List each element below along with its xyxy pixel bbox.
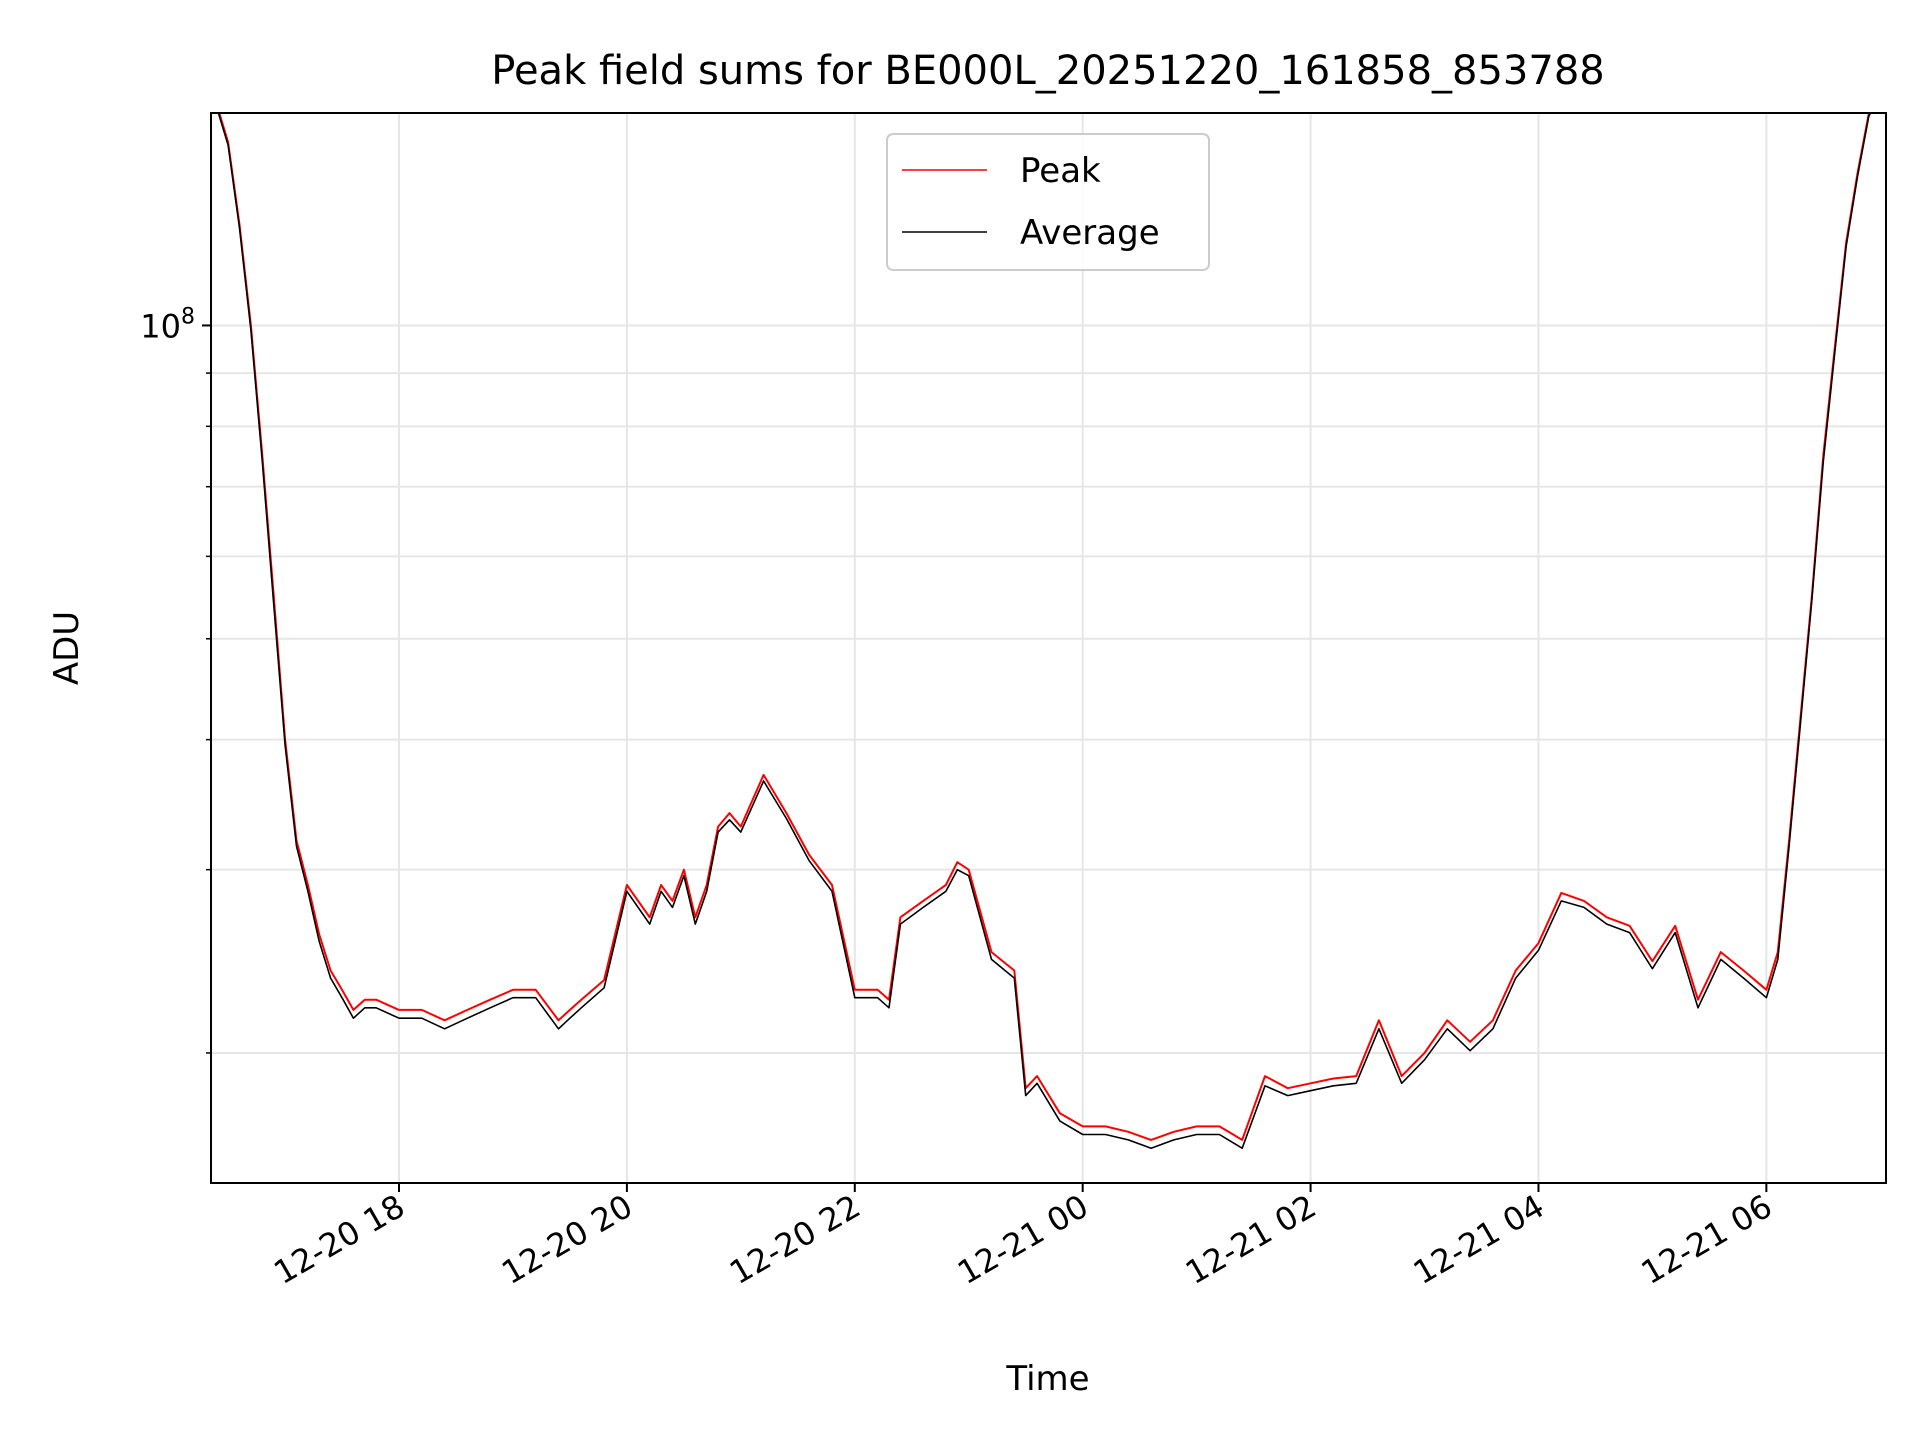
x-axis-label: Time: [1005, 1359, 1089, 1399]
chart-title: Peak field sums for BE000L_20251220_1618…: [491, 48, 1604, 94]
series-layer: [217, 113, 1872, 1149]
axes-frame: [210, 112, 1887, 1184]
y-axis-ticks: 108: [140, 304, 211, 1054]
series-line-peak: [218, 113, 1871, 1141]
legend-box: [886, 133, 1210, 271]
legend-label-average: Average: [1020, 213, 1160, 253]
y-axis-label: ADU: [47, 611, 87, 685]
legend-label-peak: Peak: [1020, 151, 1101, 191]
grid: [211, 113, 1886, 1183]
legend: Peak Average: [886, 133, 1210, 271]
series-line-average: [217, 113, 1872, 1149]
y-tick-label: 108: [140, 304, 195, 345]
